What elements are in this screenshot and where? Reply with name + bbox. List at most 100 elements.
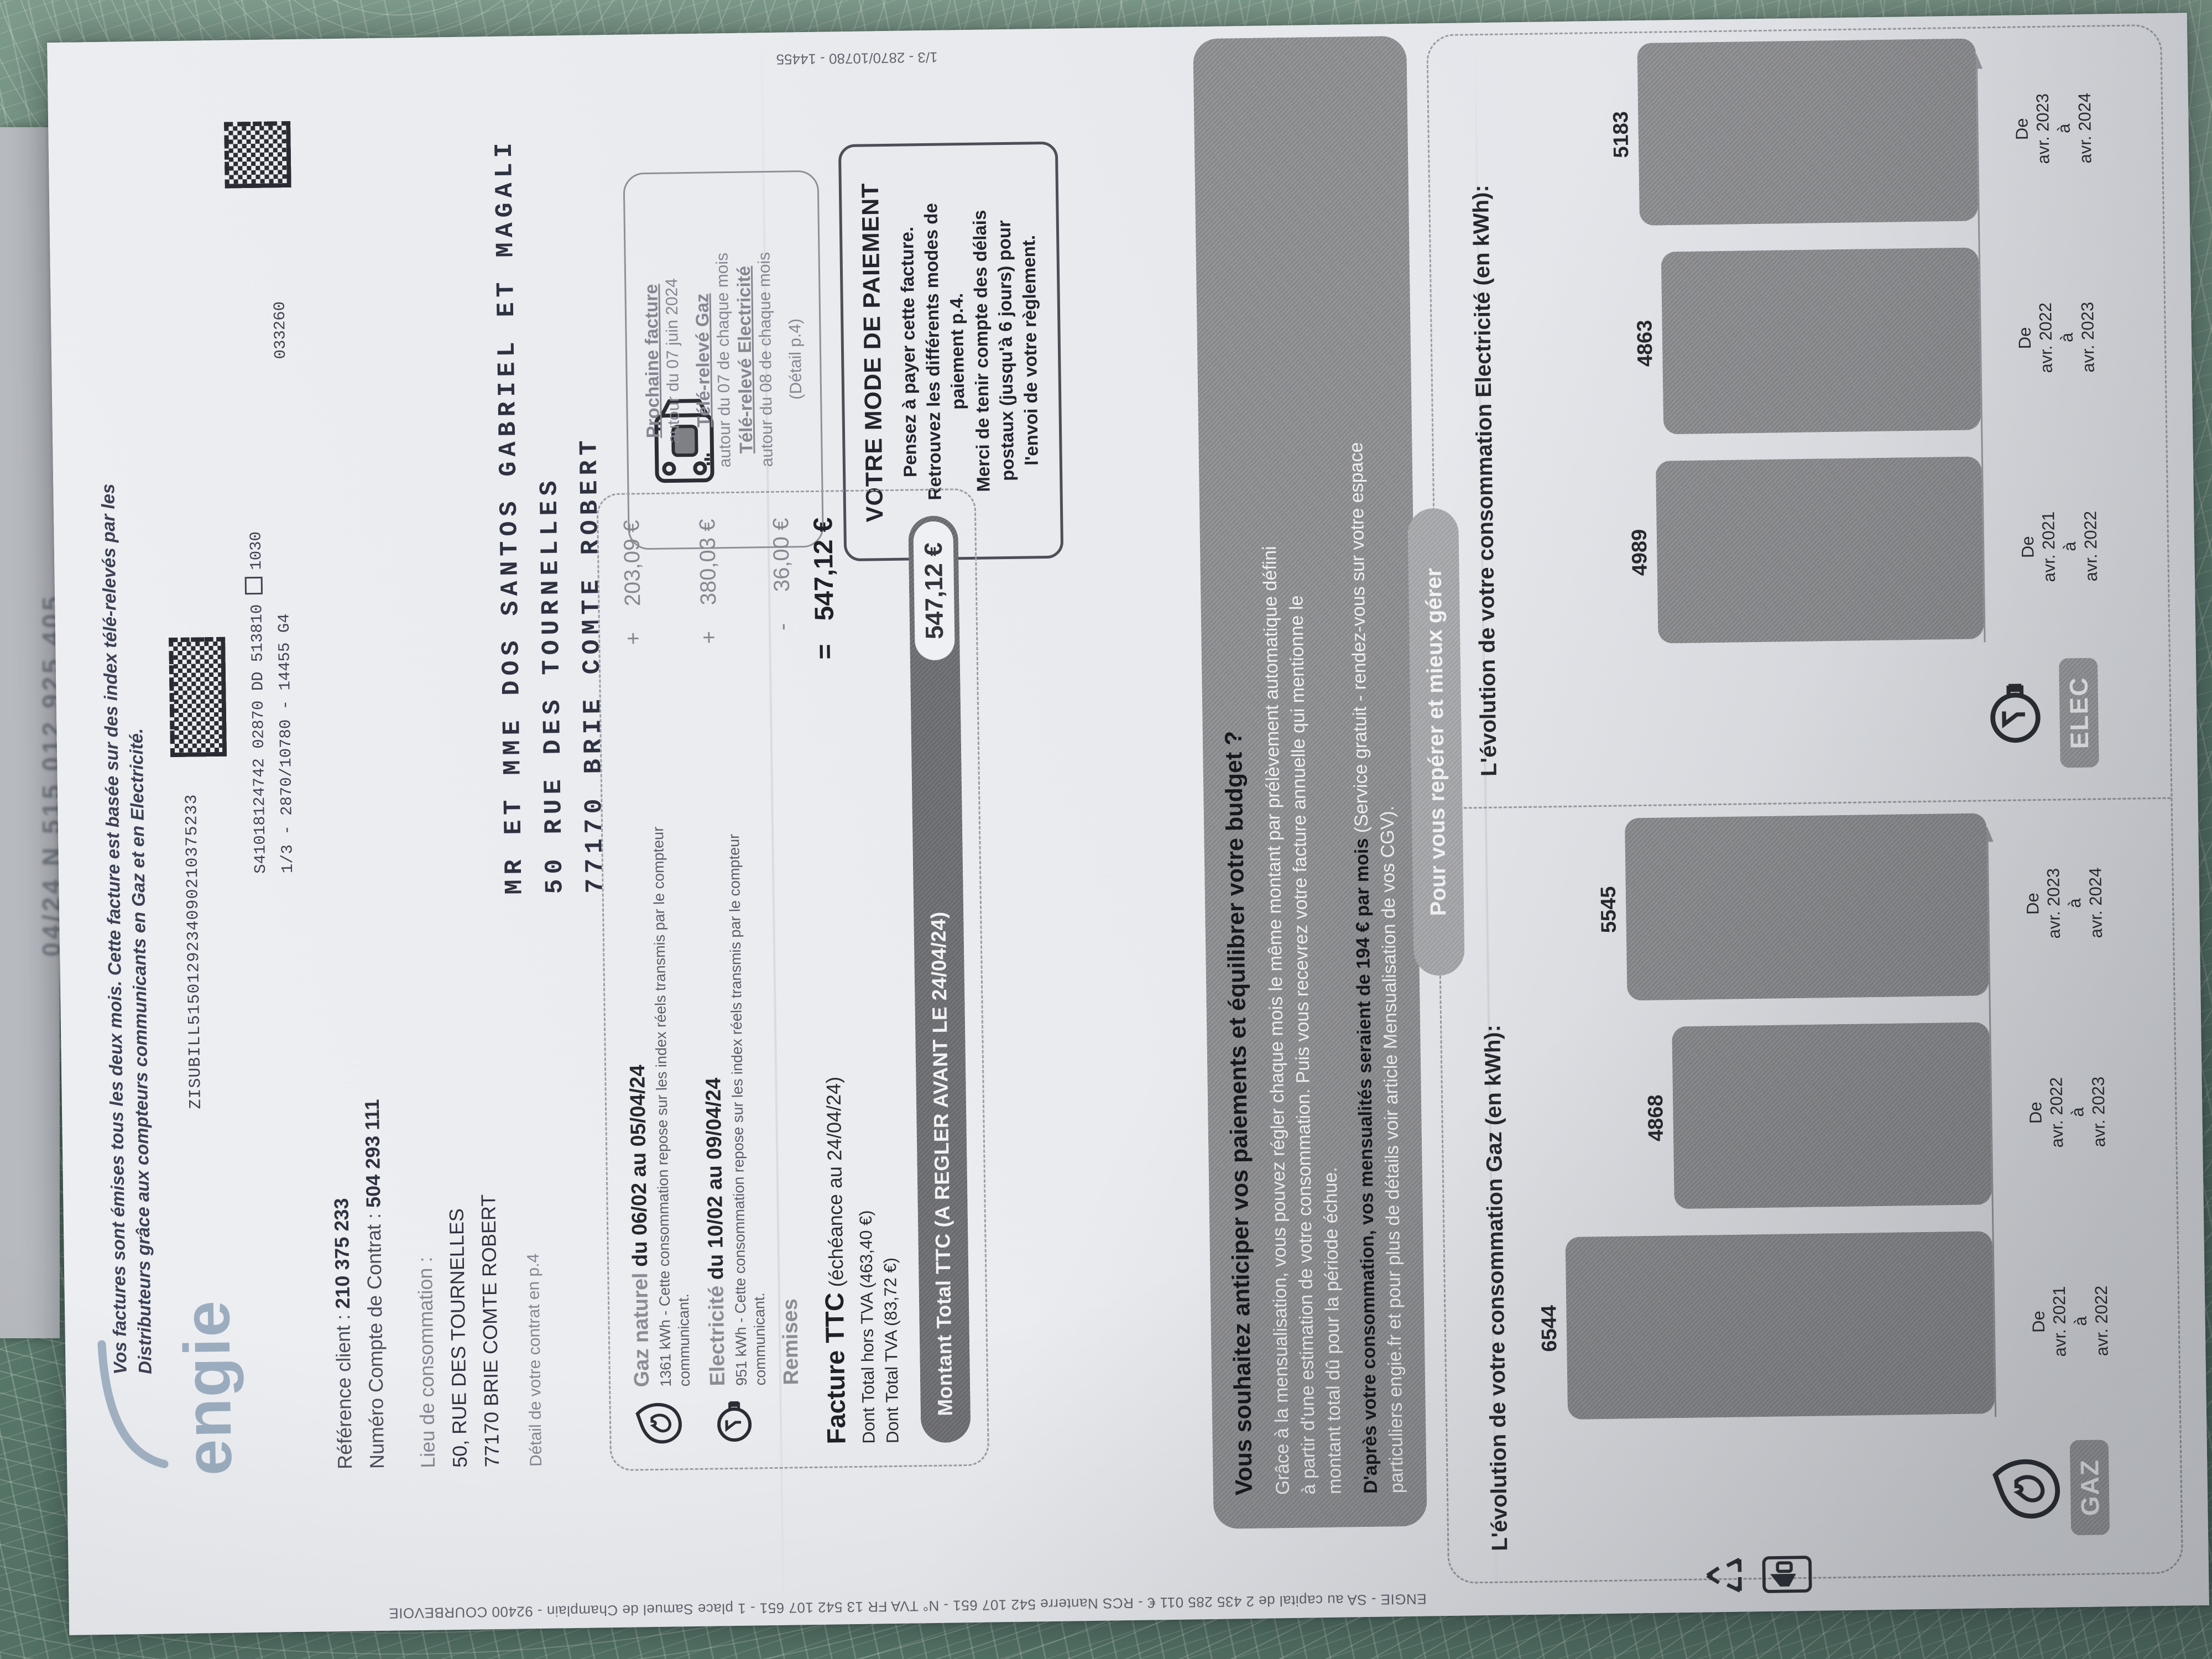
gas-desc-line1: 1361 kWh - Cette consommation repose sur… [649, 826, 675, 1387]
engie-bill-page: Vos factures sont émises tous les deux m… [47, 13, 2209, 1635]
budget-title: Vous souhaitez anticiper vos paiements e… [1220, 731, 1258, 1496]
gas-amount-value: 203,09 € [619, 520, 645, 607]
invoice-total-row: Facture TTC (échéance au 24/04/24) Dont … [808, 517, 904, 1444]
gas-period: du 06/02 au 05/04/24 [625, 1065, 653, 1273]
payment-mode-title: VOTRE MODE DE PAIEMENT [857, 182, 889, 523]
contract-account-row: Numéro Compte de Contrat : 504 293 111 [356, 1099, 393, 1469]
total-amount-value: 547,12 € [808, 517, 839, 621]
engie-logo-swoosh-icon [97, 1340, 169, 1468]
gas-badge: GAZ [2069, 1439, 2110, 1535]
bar-period-label: De avr. 2021 à avr. 2022 [2028, 1285, 2112, 1357]
contract-account-value: 504 293 111 [360, 1099, 385, 1208]
bar-value: 5545 [1597, 886, 1621, 933]
waste-sorting-bin-icon [1762, 1556, 1812, 1594]
gas-chart: GAZ 6544 4868 5545 De avr. 2021 à avr. 2022 De… [1508, 813, 2115, 1551]
routing-reference: S41018124742 02870 DD 513810 [248, 604, 270, 874]
discount-amount-value: 36,00 € [769, 518, 795, 592]
checkbox-mark [244, 576, 263, 594]
contract-account-label: Numéro Compte de Contrat : [362, 1207, 389, 1469]
datamatrix-barcode-wide [169, 637, 227, 758]
bar-value: 5183 [1609, 111, 1634, 158]
elec-plot-area: 4989 4863 5183 De avr. 2021 à avr. 2022 De avr.… [1498, 38, 2103, 649]
flame-icon [630, 1386, 685, 1447]
total-due-pill-label: Montant Total TTC (A REGLER AVANT LE 24/… [927, 911, 957, 1417]
bulb-icon [1990, 684, 2041, 743]
chart-bar: 4989 [1628, 456, 1984, 644]
smart-meter-icon [641, 391, 726, 489]
gas-desc-line2: communicant. [675, 1293, 693, 1387]
elec-amount-sign: + [697, 630, 722, 644]
spacer [780, 1385, 782, 1445]
chart-bar: 5183 [1609, 38, 1978, 226]
flame-icon [1992, 1459, 2060, 1519]
gas-chart-title: L'évolution de votre consommation Gaz (e… [1480, 1024, 1512, 1552]
gas-bars: 6544 4868 5545 [1537, 813, 1995, 1420]
elec-desc-line1: 951 kWh - Cette consommation repose sur … [726, 833, 750, 1386]
invoice-total-amount: = 547,12 € [808, 517, 841, 660]
bulb-icon [706, 1385, 761, 1446]
recycling-icon [1706, 1558, 1742, 1593]
zisubill-reference: ZISUBILL5150129234090210375233 [182, 794, 206, 1109]
consumption-place-city: 77170 BRIE COMTE ROBERT [477, 1194, 504, 1468]
elec-badge-column: ELEC [1976, 646, 2099, 780]
invoice-total-labels: Facture TTC (échéance au 24/04/24) Dont … [816, 1076, 904, 1444]
client-reference-value: 210 375 233 [330, 1198, 354, 1310]
elec-chart-title: L'évolution de votre consommation Electr… [1468, 185, 1501, 777]
bar-value: 4868 [1644, 1094, 1668, 1142]
consumption-place-label: Lieu de consommation : [413, 1256, 440, 1469]
engie-logo: engie [91, 1276, 248, 1477]
bar-period-label: De avr. 2021 à avr. 2022 [2017, 510, 2101, 582]
total-vat: Dont Total TVA (83,72 €) [880, 1257, 902, 1444]
elec-chart-panel: L'évolution de votre consommation Electr… [1428, 25, 2171, 810]
page-reference: 1/3 - 2870/10780 - 14455 G4 [275, 613, 298, 874]
bar-period-label: De avr. 2022 à avr. 2023 [2015, 301, 2098, 373]
elec-bars: 4989 4863 5183 [1609, 38, 1984, 644]
gas-x-labels: De avr. 2021 à avr. 2022 De avr. 2022 à avr. 20… [2021, 811, 2114, 1413]
total-ttc-label: Facture TTC [819, 1292, 851, 1444]
underlying-page-edge: 04/24 N 515 012 925 405 [0, 127, 66, 1338]
consumption-charts-box: L'évolution de votre consommation Gaz (e… [1426, 24, 2184, 1584]
invoice-row-elec-main: Electricité du 10/02 au 09/04/24 951 kWh… [697, 717, 770, 1386]
bar-value: 4989 [1627, 529, 1652, 576]
header-notice: Vos factures sont émises tous les deux m… [95, 483, 157, 1375]
elec-x-labels: De avr. 2021 à avr. 2022 De avr. 2022 à avr. 20… [2010, 36, 2103, 638]
bar-value: 4863 [1633, 320, 1657, 367]
gas-amount: +203,09 € [618, 520, 647, 719]
eco-icons [1699, 1541, 1815, 1609]
contract-detail-note: Détail de votre contrat en p.4 [524, 1253, 546, 1467]
monthly-amount-rest: (Service gratuit - rendez-vous sur votre… [1345, 442, 1373, 839]
invoice-row-gas: Gaz naturel du 06/02 au 05/04/24 1361 kW… [618, 519, 695, 1447]
chart-bar: 6544 [1537, 1231, 1995, 1420]
bar-period-label: De avr. 2023 à avr. 2024 [2012, 92, 2095, 164]
engie-logo-text: engie [170, 1299, 246, 1477]
chart-bar: 5545 [1597, 813, 1989, 1001]
elec-chart: ELEC 4989 4863 5183 De avr. 2021 à avr. 2022 D… [1498, 38, 2105, 776]
gas-chart-panel: L'évolution de votre consommation Gaz (e… [1439, 799, 2182, 1582]
budget-section: Vous souhaitez anticiper vos paiements e… [1193, 35, 1427, 1529]
invoice-total-title: Facture TTC (échéance au 24/04/24) [816, 1077, 851, 1444]
batch-number: 033260 [270, 301, 290, 359]
total-due-date: (échéance au 24/04/24) [822, 1076, 848, 1293]
invoice-row-elec: Electricité du 10/02 au 09/04/24 951 kWh… [694, 518, 770, 1446]
discount-label: Remises [778, 1298, 804, 1385]
client-reference-label: Référence client : [331, 1308, 357, 1470]
gas-amount-sign: + [621, 632, 646, 645]
routing-box-number: 1030 [247, 531, 266, 570]
gas-plot-area: 6544 4868 5545 De avr. 2021 à avr. 2022 De avr.… [1508, 813, 2114, 1423]
next-invoice-detail-note: (Détail p.4) [786, 318, 806, 400]
gas-label: Gaz naturel [629, 1272, 654, 1387]
discount-amount-sign: - [770, 623, 795, 631]
client-reference-row: Référence client : 210 375 233 [324, 1099, 361, 1469]
recipient-address: MR ET MME DOS SANTOS GABRIEL ET MAGALI 5… [484, 137, 616, 895]
routing-reference-line: S41018124742 02870 DD 513810 1030 [244, 531, 270, 874]
bar-period-label: De avr. 2023 à avr. 2024 [2022, 867, 2106, 939]
consumption-place-street: 50, RUE DES TOURNELLES [445, 1208, 472, 1468]
legal-margin-line: ENGIE - SA au capital de 2 435 285 011 €… [388, 1590, 1427, 1622]
invoice-summary-box: Gaz naturel du 06/02 au 05/04/24 1361 kW… [596, 488, 990, 1472]
orientation-pill: Pour vous repérer et mieux gérer [1407, 508, 1465, 976]
bar-value: 6544 [1537, 1305, 1562, 1353]
invoice-row-gas-main: Gaz naturel du 06/02 au 05/04/24 1361 kW… [621, 718, 694, 1387]
elec-badge: ELEC [2058, 658, 2099, 768]
payment-line: l'envoi de votre règlement. [1018, 234, 1042, 466]
bar-period-label: De avr. 2022 à avr. 2023 [2026, 1076, 2109, 1148]
